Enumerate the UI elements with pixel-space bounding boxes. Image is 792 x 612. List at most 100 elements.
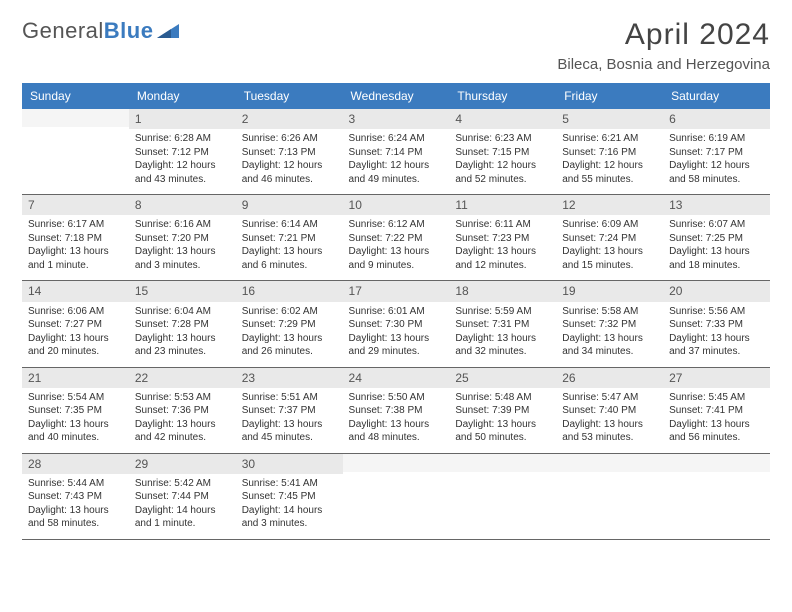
calendar-body: 1Sunrise: 6:28 AMSunset: 7:12 PMDaylight… (22, 109, 770, 539)
day-detail-line: Daylight: 13 hours (562, 418, 657, 432)
day-detail-line: Daylight: 13 hours (135, 245, 230, 259)
day-detail-line: Sunset: 7:13 PM (242, 146, 337, 160)
day-number: 8 (129, 195, 236, 215)
day-cell: 19Sunrise: 5:58 AMSunset: 7:32 PMDayligh… (556, 281, 663, 367)
day-detail-line: and 34 minutes. (562, 345, 657, 359)
col-fri: Friday (556, 83, 663, 109)
day-detail-line: Daylight: 14 hours (135, 504, 230, 518)
day-detail-line: Sunrise: 6:09 AM (562, 218, 657, 232)
day-number: 27 (663, 368, 770, 388)
day-number: 12 (556, 195, 663, 215)
week-row: 7Sunrise: 6:17 AMSunset: 7:18 PMDaylight… (22, 195, 770, 281)
day-detail-line: and 46 minutes. (242, 173, 337, 187)
day-detail-line: Sunrise: 5:54 AM (28, 391, 123, 405)
day-detail-line: Sunset: 7:32 PM (562, 318, 657, 332)
day-detail-line: Daylight: 13 hours (455, 245, 550, 259)
day-detail-line: and 9 minutes. (349, 259, 444, 273)
day-detail-line: and 50 minutes. (455, 431, 550, 445)
day-detail-line: Sunrise: 5:45 AM (669, 391, 764, 405)
day-cell: 30Sunrise: 5:41 AMSunset: 7:45 PMDayligh… (236, 453, 343, 539)
col-thu: Thursday (449, 83, 556, 109)
day-detail-line: Sunrise: 6:16 AM (135, 218, 230, 232)
day-detail-line: Sunrise: 5:59 AM (455, 305, 550, 319)
day-number: 20 (663, 281, 770, 301)
day-detail-line: Sunrise: 6:19 AM (669, 132, 764, 146)
day-detail-line: and 3 minutes. (135, 259, 230, 273)
day-detail-line: Sunset: 7:35 PM (28, 404, 123, 418)
day-detail-line: and 15 minutes. (562, 259, 657, 273)
day-detail-line: Daylight: 13 hours (669, 418, 764, 432)
day-detail-line: Sunrise: 5:44 AM (28, 477, 123, 491)
col-sun: Sunday (22, 83, 129, 109)
day-detail-line: Sunset: 7:16 PM (562, 146, 657, 160)
day-detail-line: Daylight: 13 hours (349, 418, 444, 432)
day-detail-line: and 3 minutes. (242, 517, 337, 531)
day-detail-line: Sunrise: 6:23 AM (455, 132, 550, 146)
day-detail-line: Sunrise: 6:12 AM (349, 218, 444, 232)
day-detail-line: Daylight: 13 hours (242, 332, 337, 346)
day-cell: 27 Sunrise: 5:45 AMSunset: 7:41 PMDayligh… (663, 367, 770, 453)
day-number: 24 (343, 368, 450, 388)
day-detail-line: Daylight: 13 hours (242, 245, 337, 259)
day-detail-line: Daylight: 12 hours (455, 159, 550, 173)
day-number: 22 (129, 368, 236, 388)
day-detail-line: Daylight: 12 hours (135, 159, 230, 173)
day-detail-line: Sunset: 7:44 PM (135, 490, 230, 504)
day-detail-line: Sunset: 7:21 PM (242, 232, 337, 246)
day-cell (343, 453, 450, 539)
day-number: 13 (663, 195, 770, 215)
day-number: 18 (449, 281, 556, 301)
day-number: 15 (129, 281, 236, 301)
day-detail-line: and 1 minute. (135, 517, 230, 531)
day-detail-line: Daylight: 12 hours (349, 159, 444, 173)
week-row: 14Sunrise: 6:06 AMSunset: 7:27 PMDayligh… (22, 281, 770, 367)
day-cell: 6Sunrise: 6:19 AMSunset: 7:17 PMDaylight… (663, 109, 770, 195)
day-number (343, 454, 450, 472)
day-detail-line: Sunrise: 6:24 AM (349, 132, 444, 146)
day-cell: 22Sunrise: 5:53 AMSunset: 7:36 PMDayligh… (129, 367, 236, 453)
day-cell (556, 453, 663, 539)
day-detail-line: Daylight: 13 hours (669, 332, 764, 346)
day-cell: 2Sunrise: 6:26 AMSunset: 7:13 PMDaylight… (236, 109, 343, 195)
day-detail-line: and 45 minutes. (242, 431, 337, 445)
day-detail-line: and 43 minutes. (135, 173, 230, 187)
day-number: 19 (556, 281, 663, 301)
day-detail-line: Sunset: 7:40 PM (562, 404, 657, 418)
logo-part2: Blue (104, 18, 154, 43)
day-detail-line: Sunrise: 5:42 AM (135, 477, 230, 491)
logo-triangle-icon (157, 20, 179, 43)
day-detail-line: Sunrise: 6:11 AM (455, 218, 550, 232)
day-cell: 1Sunrise: 6:28 AMSunset: 7:12 PMDaylight… (129, 109, 236, 195)
day-cell: 24Sunrise: 5:50 AMSunset: 7:38 PMDayligh… (343, 367, 450, 453)
day-detail-line: Sunset: 7:25 PM (669, 232, 764, 246)
week-row: 28Sunrise: 5:44 AMSunset: 7:43 PMDayligh… (22, 453, 770, 539)
day-detail-line: Daylight: 12 hours (562, 159, 657, 173)
day-cell: 9Sunrise: 6:14 AMSunset: 7:21 PMDaylight… (236, 195, 343, 281)
day-detail-line: Sunset: 7:41 PM (669, 404, 764, 418)
day-detail-line: Sunrise: 5:58 AM (562, 305, 657, 319)
day-cell: 26Sunrise: 5:47 AMSunset: 7:40 PMDayligh… (556, 367, 663, 453)
day-detail-line: Sunset: 7:37 PM (242, 404, 337, 418)
day-cell (663, 453, 770, 539)
logo: GeneralBlue (22, 18, 179, 44)
day-detail-line: and 12 minutes. (455, 259, 550, 273)
day-detail-line: Sunrise: 6:02 AM (242, 305, 337, 319)
day-detail-line: Daylight: 13 hours (455, 332, 550, 346)
day-detail-line: Sunset: 7:36 PM (135, 404, 230, 418)
day-number: 6 (663, 109, 770, 129)
day-detail-line: Sunset: 7:39 PM (455, 404, 550, 418)
day-cell: 3Sunrise: 6:24 AMSunset: 7:14 PMDaylight… (343, 109, 450, 195)
day-detail-line: and 18 minutes. (669, 259, 764, 273)
day-detail-line: and 37 minutes. (669, 345, 764, 359)
day-number (449, 454, 556, 472)
day-detail-line: and 48 minutes. (349, 431, 444, 445)
day-detail-line: Daylight: 13 hours (28, 418, 123, 432)
day-cell: 7Sunrise: 6:17 AMSunset: 7:18 PMDaylight… (22, 195, 129, 281)
day-detail-line: and 49 minutes. (349, 173, 444, 187)
day-detail-line: Daylight: 13 hours (349, 245, 444, 259)
day-cell: 14Sunrise: 6:06 AMSunset: 7:27 PMDayligh… (22, 281, 129, 367)
day-cell: 18Sunrise: 5:59 AMSunset: 7:31 PMDayligh… (449, 281, 556, 367)
day-number: 21 (22, 368, 129, 388)
day-detail-line: Sunrise: 5:53 AM (135, 391, 230, 405)
calendar-table: Sunday Monday Tuesday Wednesday Thursday… (22, 83, 770, 540)
